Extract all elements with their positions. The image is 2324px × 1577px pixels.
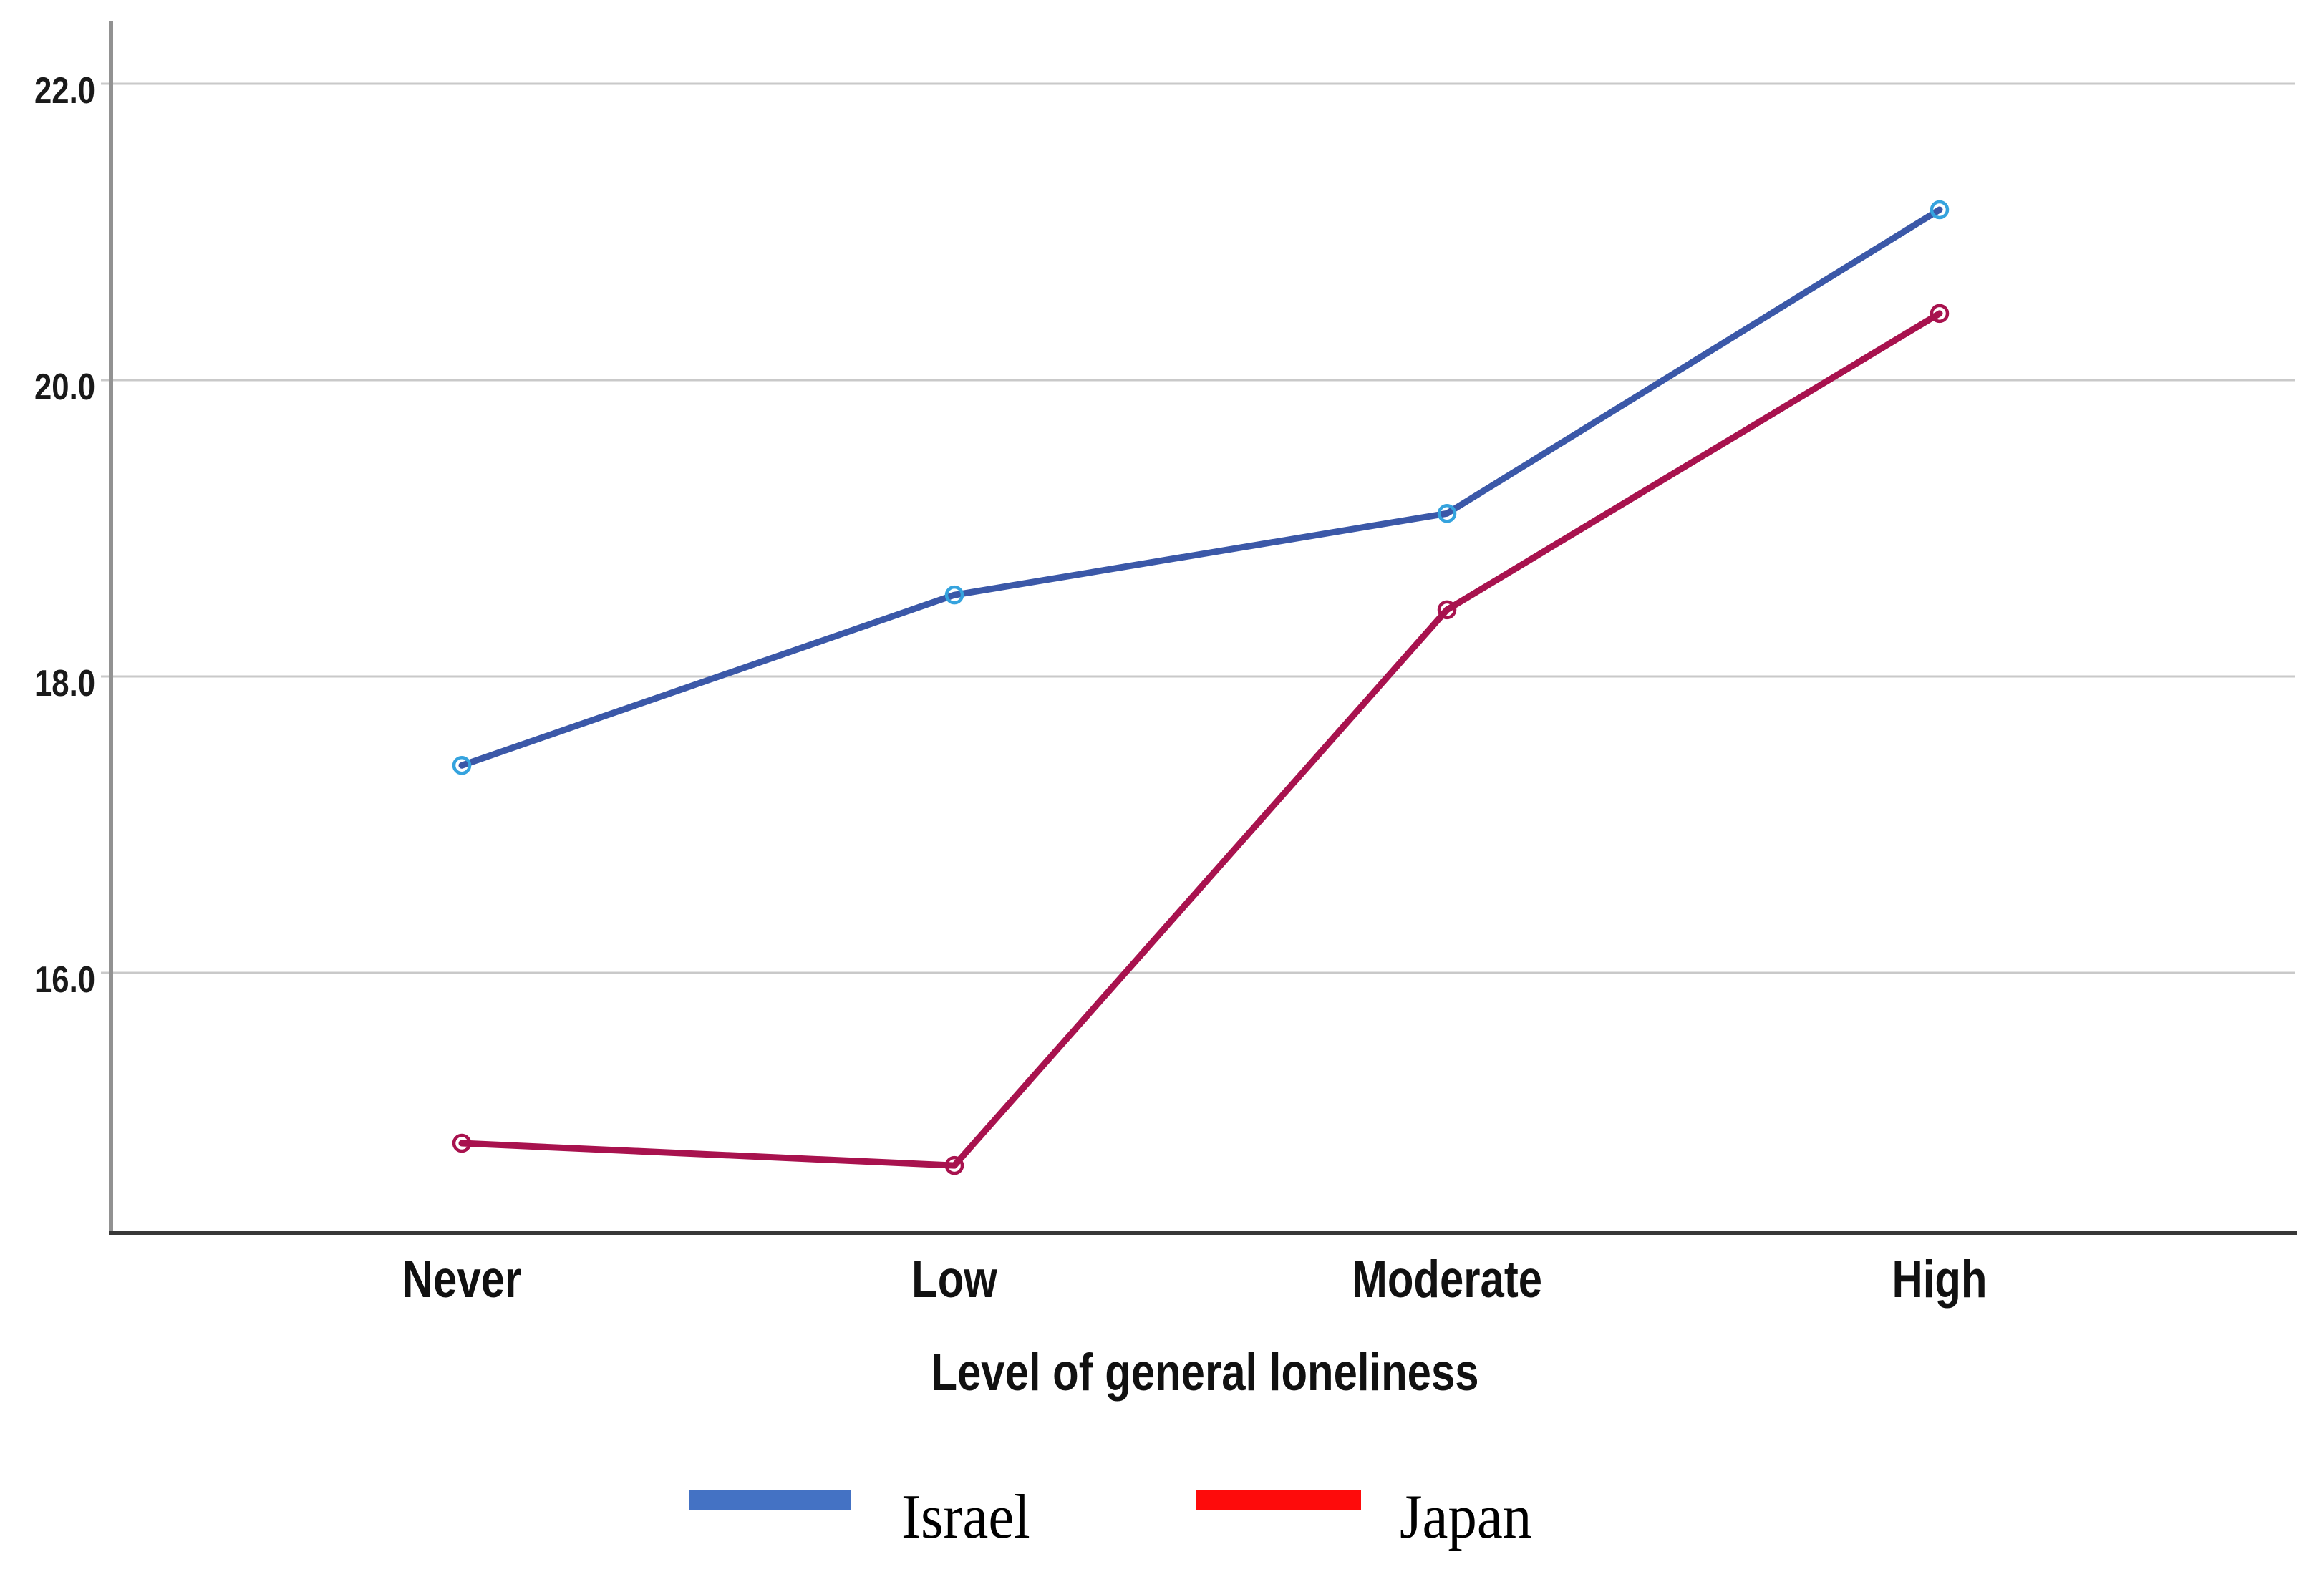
x-category-label: Moderate <box>1352 1251 1542 1309</box>
marker-japan-high <box>1930 304 1950 324</box>
marker-japan-never <box>452 1133 472 1153</box>
x-category-label: Low <box>911 1251 998 1309</box>
marker-israel-high <box>1930 200 1950 220</box>
series-layer <box>452 200 1950 1175</box>
x-axis-title: Level of general loneliness <box>931 1344 1478 1402</box>
gridlines-layer <box>101 82 2295 974</box>
x-category-label: High <box>1892 1251 1987 1309</box>
legend-label-israel: Israel <box>901 1483 1030 1552</box>
legend-swatch-japan <box>1196 1490 1361 1510</box>
marker-japan-low <box>944 1155 964 1175</box>
x-category-label: Never <box>402 1251 521 1309</box>
y-tick-label: 20.0 <box>34 367 95 408</box>
marker-israel-low <box>944 585 964 605</box>
series-line-israel <box>458 206 1943 769</box>
y-tick-label: 16.0 <box>34 960 95 1001</box>
x-category-labels: Never Low Moderate High <box>402 1251 1987 1309</box>
series-line-japan <box>458 310 1943 1169</box>
marker-japan-moderate <box>1437 600 1457 620</box>
y-tick-label: 22.0 <box>34 71 95 112</box>
y-tick-labels: 22.0 20.0 18.0 16.0 <box>34 71 95 1001</box>
legend: Israel Japan <box>689 1483 1531 1552</box>
marker-israel-never <box>452 755 472 775</box>
legend-swatch-israel <box>689 1490 851 1510</box>
y-tick-label: 18.0 <box>34 664 95 704</box>
legend-label-japan: Japan <box>1400 1483 1531 1552</box>
marker-israel-moderate <box>1437 504 1457 523</box>
